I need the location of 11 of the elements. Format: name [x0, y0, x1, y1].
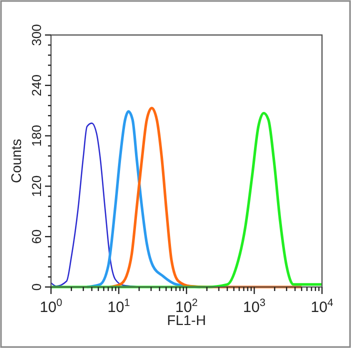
x-tick-label: 10$^{0}$ — [40, 297, 62, 316]
y-axis-title: Counts — [8, 138, 24, 184]
y-tick-label: 60 — [29, 229, 44, 244]
y-tick-label: 300 — [29, 24, 44, 46]
x-tick-label: 10$^{4}$ — [310, 297, 334, 316]
x-tick-label: 10$^{3}$ — [242, 297, 266, 316]
y-tick-label: 180 — [29, 124, 44, 147]
y-tick-label: 120 — [29, 175, 44, 198]
y-tick-label: 0 — [29, 283, 44, 291]
y-tick-label: 240 — [29, 74, 44, 96]
x-tick-label: 10$^{1}$ — [107, 297, 130, 316]
